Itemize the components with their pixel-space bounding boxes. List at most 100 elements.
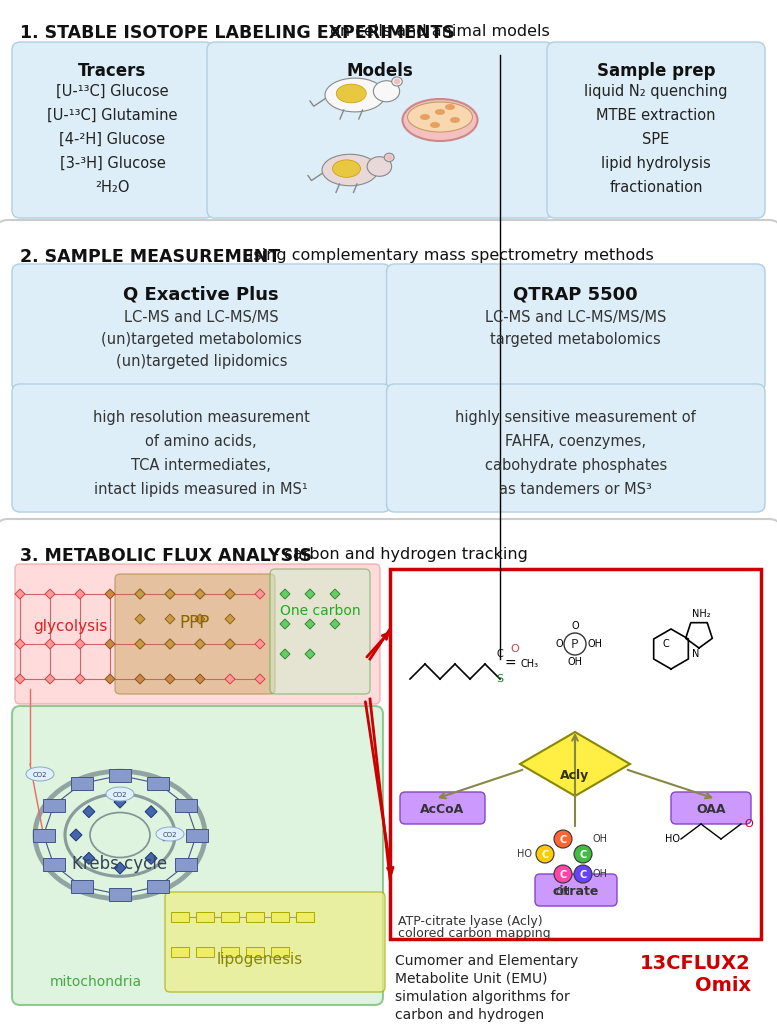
Text: Krebs cycle: Krebs cycle: [72, 855, 168, 873]
Polygon shape: [280, 618, 290, 629]
Bar: [171, 947, 189, 957]
Text: (un)targeted metabolomics: (un)targeted metabolomics: [101, 332, 301, 347]
FancyBboxPatch shape: [400, 792, 485, 824]
Circle shape: [536, 845, 554, 863]
Polygon shape: [15, 674, 25, 684]
Circle shape: [574, 865, 592, 883]
FancyBboxPatch shape: [671, 792, 751, 824]
Text: C: C: [542, 850, 549, 860]
FancyBboxPatch shape: [207, 42, 553, 218]
Text: S: S: [497, 674, 503, 684]
Bar: [43, 858, 64, 871]
Text: [4-²H] Glucose: [4-²H] Glucose: [59, 132, 166, 147]
Polygon shape: [15, 589, 25, 599]
Text: 1. STABLE ISOTOPE LABELING EXPERIMENTS: 1. STABLE ISOTOPE LABELING EXPERIMENTS: [20, 24, 455, 42]
Ellipse shape: [368, 157, 392, 176]
Bar: [33, 828, 54, 842]
Polygon shape: [83, 806, 95, 818]
Text: as tandemers or MS³: as tandemers or MS³: [500, 482, 652, 497]
Ellipse shape: [336, 84, 366, 102]
Polygon shape: [45, 589, 55, 599]
Polygon shape: [305, 618, 315, 629]
Polygon shape: [165, 614, 175, 624]
Polygon shape: [330, 589, 340, 599]
Text: CO2: CO2: [162, 831, 177, 838]
Text: citrate: citrate: [552, 885, 599, 898]
Polygon shape: [45, 674, 55, 684]
Polygon shape: [225, 639, 235, 649]
Ellipse shape: [156, 827, 184, 841]
FancyBboxPatch shape: [386, 264, 765, 392]
Polygon shape: [195, 614, 205, 624]
Text: C: C: [580, 850, 587, 860]
Polygon shape: [305, 589, 315, 599]
Text: high resolution measurement: high resolution measurement: [92, 410, 310, 425]
Text: [U-¹³C] Glucose: [U-¹³C] Glucose: [56, 84, 169, 99]
Bar: [186, 828, 207, 842]
Polygon shape: [114, 796, 126, 808]
Text: colored carbon mapping: colored carbon mapping: [398, 927, 551, 940]
Text: C: C: [580, 870, 587, 880]
Polygon shape: [135, 589, 145, 599]
Text: OH: OH: [587, 639, 602, 649]
Bar: [196, 912, 214, 922]
Text: lipid hydrolysis: lipid hydrolysis: [601, 156, 711, 171]
Polygon shape: [135, 589, 145, 599]
Text: ATP-citrate lyase (Acly): ATP-citrate lyase (Acly): [398, 915, 542, 928]
Polygon shape: [45, 639, 55, 649]
Text: CH₃: CH₃: [521, 659, 539, 669]
FancyBboxPatch shape: [15, 564, 380, 705]
Bar: [71, 777, 92, 790]
Polygon shape: [165, 589, 175, 599]
Ellipse shape: [26, 767, 54, 781]
Ellipse shape: [445, 104, 455, 110]
Text: O: O: [744, 819, 754, 829]
FancyBboxPatch shape: [12, 706, 383, 1005]
Ellipse shape: [402, 99, 478, 141]
Text: liquid N₂ quenching: liquid N₂ quenching: [584, 84, 728, 99]
Text: AcCoA: AcCoA: [420, 803, 464, 816]
Ellipse shape: [333, 160, 361, 177]
Bar: [171, 912, 189, 922]
Text: Models: Models: [347, 62, 413, 80]
Bar: [246, 912, 264, 922]
Bar: [271, 947, 289, 957]
Polygon shape: [135, 639, 145, 649]
Text: SPE: SPE: [643, 132, 670, 147]
Circle shape: [574, 845, 592, 863]
Polygon shape: [165, 674, 175, 684]
Polygon shape: [105, 589, 115, 599]
Ellipse shape: [325, 78, 385, 112]
Text: OH: OH: [593, 869, 608, 879]
Ellipse shape: [435, 109, 445, 115]
Bar: [196, 947, 214, 957]
FancyBboxPatch shape: [12, 42, 213, 218]
Text: simulation algorithms for: simulation algorithms for: [395, 990, 570, 1004]
Text: HO: HO: [517, 849, 532, 859]
Text: 13CFLUX2: 13CFLUX2: [640, 954, 751, 973]
Text: CO2: CO2: [33, 772, 47, 778]
Text: O: O: [571, 621, 579, 631]
Text: highly sensitive measurement of: highly sensitive measurement of: [455, 410, 696, 425]
Polygon shape: [145, 852, 157, 864]
FancyBboxPatch shape: [12, 264, 391, 392]
Bar: [296, 912, 314, 922]
Polygon shape: [165, 639, 175, 649]
Polygon shape: [195, 639, 205, 649]
Text: 3. METABOLIC FLUX ANALYSIS: 3. METABOLIC FLUX ANALYSIS: [20, 547, 312, 565]
Polygon shape: [75, 639, 85, 649]
Polygon shape: [305, 649, 315, 659]
Polygon shape: [70, 829, 82, 841]
Text: on cells and animal models: on cells and animal models: [325, 24, 550, 39]
Text: Tracers: Tracers: [78, 62, 147, 80]
Text: OAA: OAA: [696, 803, 726, 816]
Polygon shape: [330, 618, 340, 629]
Polygon shape: [135, 614, 145, 624]
Polygon shape: [135, 674, 145, 684]
Text: C: C: [559, 835, 566, 845]
Circle shape: [554, 865, 572, 883]
Polygon shape: [225, 614, 235, 624]
Text: =: =: [504, 657, 516, 671]
Text: [3-³H] Glucose: [3-³H] Glucose: [60, 156, 166, 171]
Polygon shape: [195, 639, 205, 649]
